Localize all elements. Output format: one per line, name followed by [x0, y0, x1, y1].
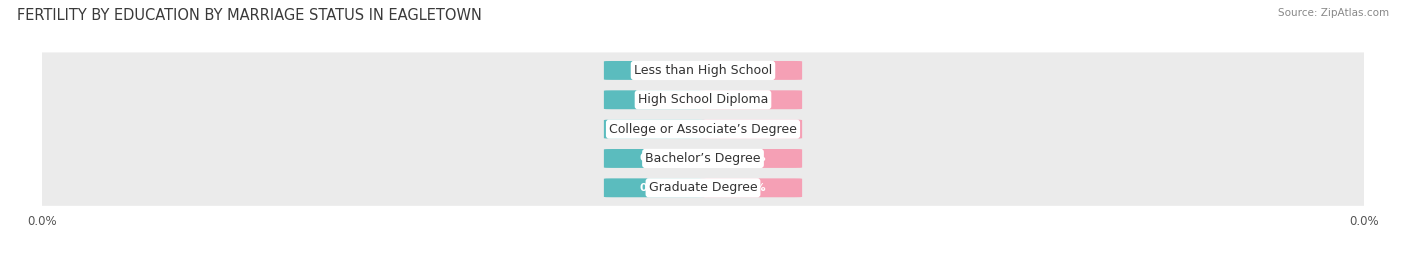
- Legend: Married, Unmarried: Married, Unmarried: [610, 264, 796, 269]
- Text: College or Associate’s Degree: College or Associate’s Degree: [609, 123, 797, 136]
- FancyBboxPatch shape: [700, 120, 801, 139]
- FancyBboxPatch shape: [25, 140, 1381, 176]
- Text: Bachelor’s Degree: Bachelor’s Degree: [645, 152, 761, 165]
- FancyBboxPatch shape: [700, 149, 801, 168]
- Text: 0.0%: 0.0%: [640, 154, 671, 164]
- Text: 0.0%: 0.0%: [640, 124, 671, 134]
- FancyBboxPatch shape: [25, 82, 1381, 118]
- Text: 0.0%: 0.0%: [640, 65, 671, 75]
- Text: 0.0%: 0.0%: [640, 183, 671, 193]
- FancyBboxPatch shape: [603, 178, 706, 197]
- FancyBboxPatch shape: [25, 52, 1381, 89]
- FancyBboxPatch shape: [603, 61, 706, 80]
- FancyBboxPatch shape: [25, 170, 1381, 206]
- Text: Less than High School: Less than High School: [634, 64, 772, 77]
- Text: 0.0%: 0.0%: [735, 95, 766, 105]
- FancyBboxPatch shape: [700, 90, 801, 109]
- Text: 0.0%: 0.0%: [640, 95, 671, 105]
- FancyBboxPatch shape: [603, 120, 706, 139]
- Text: 0.0%: 0.0%: [735, 124, 766, 134]
- FancyBboxPatch shape: [700, 61, 801, 80]
- Text: FERTILITY BY EDUCATION BY MARRIAGE STATUS IN EAGLETOWN: FERTILITY BY EDUCATION BY MARRIAGE STATU…: [17, 8, 482, 23]
- Text: 0.0%: 0.0%: [735, 154, 766, 164]
- Text: Source: ZipAtlas.com: Source: ZipAtlas.com: [1278, 8, 1389, 18]
- FancyBboxPatch shape: [700, 178, 801, 197]
- Text: High School Diploma: High School Diploma: [638, 93, 768, 106]
- FancyBboxPatch shape: [603, 90, 706, 109]
- FancyBboxPatch shape: [25, 111, 1381, 147]
- Text: 0.0%: 0.0%: [735, 65, 766, 75]
- Text: 0.0%: 0.0%: [735, 183, 766, 193]
- Text: Graduate Degree: Graduate Degree: [648, 181, 758, 194]
- FancyBboxPatch shape: [603, 149, 706, 168]
